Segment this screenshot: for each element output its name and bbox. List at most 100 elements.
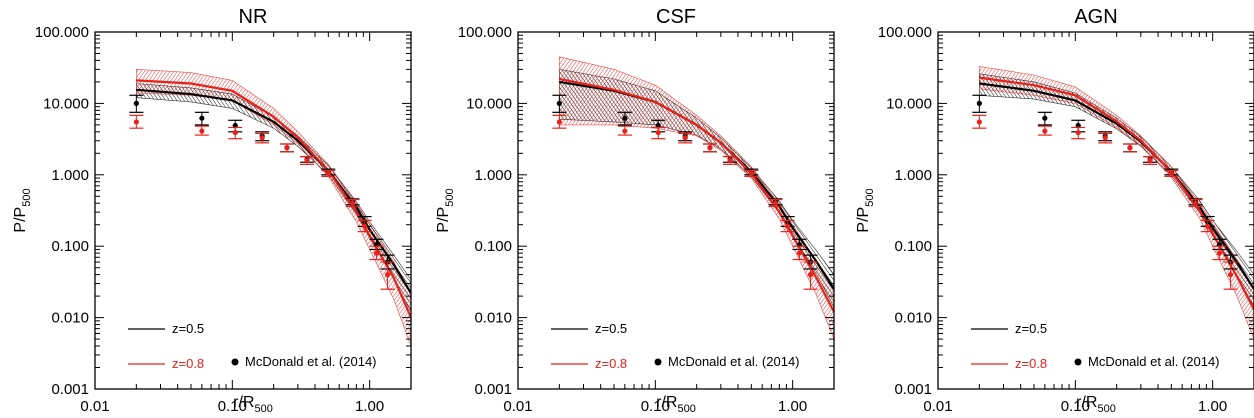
plot-frame	[517, 31, 835, 390]
y-axis-label-sub: 500	[21, 188, 33, 206]
data-point	[622, 115, 628, 121]
y-tick-label: 100.000	[878, 24, 932, 41]
median-line-z=0.5	[979, 82, 1254, 290]
scatter-band-z=0.5	[979, 73, 1254, 308]
legend-points-label: McDonald et al. (2014)	[668, 354, 800, 369]
legend-label: z=0.5	[595, 321, 627, 336]
y-axis-label-main: P/P	[12, 207, 29, 233]
data-point	[748, 170, 754, 176]
data-point	[325, 170, 331, 176]
x-tick-label: 0.10	[218, 398, 247, 415]
legend-label: z=0.8	[1015, 356, 1047, 371]
data-point	[1147, 157, 1153, 163]
data-point	[682, 135, 688, 141]
data-point	[976, 100, 982, 106]
x-tick-label: 0.01	[80, 398, 109, 415]
chart-panel-agn: 0.01 0.10 1.00 0.001 0.010 0.100 1.000 10.000 10…	[855, 6, 1254, 415]
x-axis-label-main: r/R	[656, 394, 677, 411]
data-point	[199, 128, 205, 134]
x-tick-label: 0.10	[641, 398, 670, 415]
y-tick-label: 100.000	[458, 24, 512, 41]
y-tick-label: 10.000	[466, 95, 512, 112]
data-point	[133, 119, 139, 125]
chart-title: AGN	[1074, 6, 1117, 28]
data-point	[1127, 145, 1133, 151]
legend-point-marker	[1074, 358, 1082, 366]
legend-label: z=0.8	[595, 356, 627, 371]
x-axis-label-main: r/R	[1076, 394, 1097, 411]
data-point	[232, 122, 238, 129]
legend-label: z=0.5	[172, 321, 204, 336]
x-tick-label: 0.10	[1061, 398, 1090, 415]
y-tick-label: 0.010	[894, 310, 932, 327]
data-point	[1227, 272, 1234, 278]
data-point	[232, 129, 238, 136]
legend-label: z=0.5	[1015, 321, 1047, 336]
legend-label: z=0.8	[172, 356, 204, 371]
y-tick-label: 0.100	[51, 238, 89, 255]
data-point	[707, 145, 713, 151]
data-point	[349, 200, 356, 206]
x-axis-label-sub: 500	[1097, 403, 1115, 415]
y-tick-label: 1.000	[894, 167, 932, 184]
data-point	[1216, 250, 1223, 256]
legend-points-label: McDonald et al. (2014)	[245, 354, 377, 369]
legend: z=0.5 z=0.8 McDonald et al. (2014)	[551, 321, 800, 371]
data-point	[727, 157, 733, 163]
data-point	[304, 157, 310, 163]
y-axis-label-sub: 500	[444, 188, 456, 206]
y-axis-label-main: P/P	[855, 207, 872, 233]
y-axis-label: P/P500	[12, 188, 33, 232]
chart-title: CSF	[656, 6, 696, 28]
y-tick-label: 1.000	[51, 167, 89, 184]
data-point	[284, 145, 290, 151]
data-point	[655, 122, 661, 129]
x-axis-label: r/R500	[656, 394, 696, 415]
scatter-band-z=0.8	[979, 66, 1254, 340]
data-point	[556, 100, 562, 106]
data-point	[1075, 129, 1081, 136]
x-axis-label-sub: 500	[677, 403, 695, 415]
chart-title: NR	[239, 6, 268, 28]
y-tick-label: 10.000	[43, 95, 89, 112]
data-point	[199, 115, 205, 121]
chart-panel-nr: 0.01 0.10 1.00 0.001 0.010 0.100 1.000 10.000 10…	[12, 6, 412, 415]
data-point	[796, 250, 803, 256]
x-axis-label: r/R500	[233, 394, 273, 415]
data-point	[373, 250, 380, 256]
data-point	[655, 129, 661, 136]
y-tick-label: 0.100	[474, 238, 512, 255]
y-tick-label: 1.000	[474, 167, 512, 184]
y-tick-label: 0.001	[51, 381, 89, 398]
data-point	[1042, 115, 1048, 121]
y-axis-label-sub: 500	[864, 188, 876, 206]
x-tick-label: 1.00	[778, 398, 807, 415]
data-point	[556, 119, 562, 125]
y-axis-label: P/P500	[435, 188, 456, 232]
y-tick-label: 0.010	[474, 310, 512, 327]
data-point	[976, 119, 982, 125]
y-tick-label: 0.001	[894, 381, 932, 398]
median-line-z=0.8	[136, 79, 411, 319]
x-axis-label: r/R500	[1076, 394, 1116, 415]
y-tick-label: 0.010	[51, 310, 89, 327]
legend: z=0.5 z=0.8 McDonald et al. (2014)	[971, 321, 1220, 371]
x-tick-label: 0.01	[503, 398, 532, 415]
y-tick-label: 100.000	[35, 24, 89, 41]
data-point	[1042, 128, 1048, 134]
plot-area	[972, 66, 1254, 340]
x-tick-label: 0.01	[923, 398, 952, 415]
data-point	[1205, 223, 1211, 229]
median-line-z=0.8	[559, 77, 834, 313]
scatter-band-z=0.8	[559, 56, 834, 340]
data-point	[785, 223, 791, 229]
data-point	[1168, 170, 1174, 176]
data-point	[622, 128, 628, 134]
data-point	[362, 223, 368, 229]
data-point	[133, 100, 139, 106]
plot-area	[129, 68, 411, 347]
x-axis-label-main: r/R	[233, 394, 254, 411]
median-line-z=0.8	[979, 76, 1254, 311]
plot-frame	[94, 31, 412, 390]
